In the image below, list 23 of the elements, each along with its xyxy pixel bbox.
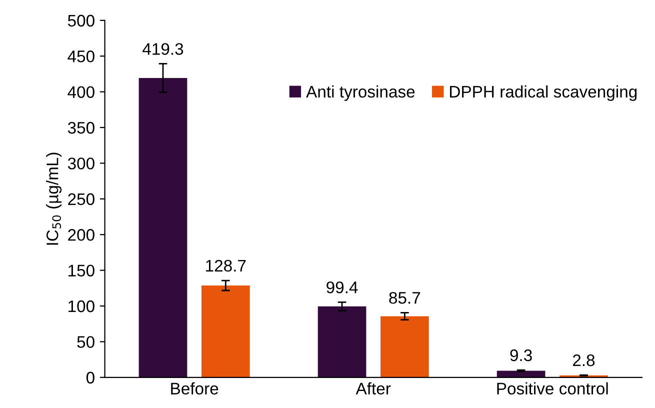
legend-label: DPPH radical scavenging [450,85,637,101]
y-tick-label: 50 [77,336,94,348]
y-tick-label: 450 [68,50,94,62]
data-label: 2.8 [572,354,595,366]
data-label: 419.3 [142,43,184,55]
legend-label: Anti tyrosinase [306,85,415,101]
y-tick-label: 200 [68,229,94,241]
x-tick-label: After [356,382,391,395]
y-axis-title: IC$_{50}$ (µg/mL) [46,152,62,245]
y-tick-label: 150 [68,264,94,277]
y-tick-label: 350 [68,122,94,134]
y-tick-label: 500 [68,14,94,27]
y-tick-label: 0 [86,372,94,384]
y-tick-label: 100 [68,300,94,312]
data-label: 128.7 [206,260,246,272]
x-tick-label: Before [171,382,218,395]
y-tick-label: 400 [68,86,94,98]
data-label: 99.4 [326,281,358,294]
y-tick-label: 300 [68,158,94,170]
data-label: 9.3 [510,349,532,362]
y-tick-label: 250 [68,193,94,206]
data-label: 85.7 [389,292,420,304]
x-tick-label: Positive control [497,382,608,395]
